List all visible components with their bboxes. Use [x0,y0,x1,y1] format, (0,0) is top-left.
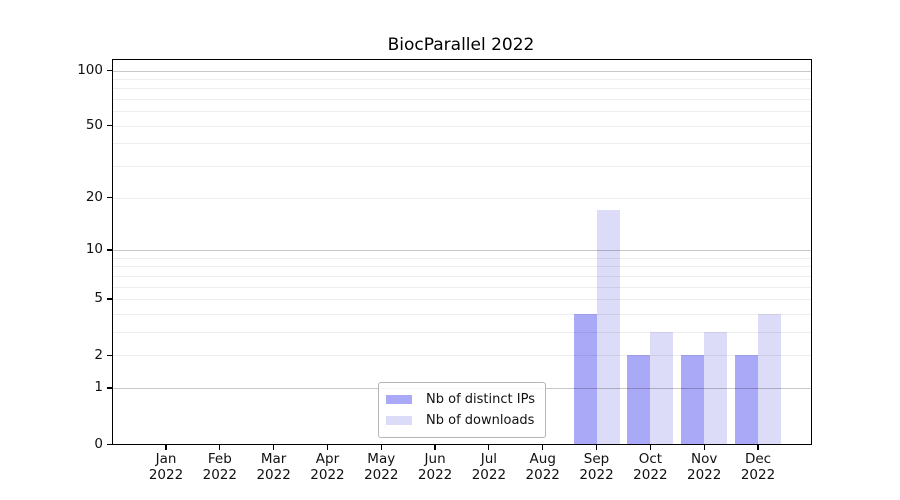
gridline-minor [113,99,811,101]
gridline-minor [113,166,811,168]
legend-item-distinct-ips: Nb of distinct IPs [386,389,535,410]
gridline-minor [113,143,811,145]
x-tick-label: Apr 2022 [310,451,345,483]
x-tick-label: Oct 2022 [633,451,668,483]
gridline-minor [113,298,811,300]
x-tick [488,445,490,450]
x-tick-label: Jan 2022 [148,451,184,483]
gridline-major [113,70,811,72]
plot-area: Nb of distinct IPs Nb of downloads 0 1 2 5 1… [77,59,812,483]
x-tick [757,445,759,450]
y-tick-label: 20 [85,189,103,206]
bar-downloads [650,331,674,444]
y-tick [107,443,112,445]
bar-downloads [596,210,620,444]
x-tick [165,445,167,450]
bar-downloads [704,331,728,444]
legend-item-downloads: Nb of downloads [386,410,535,431]
y-tick [107,197,112,199]
x-tick-label: Mar 2022 [256,451,291,483]
y-tick-label: 2 [94,346,103,363]
x-tick-label: Feb 2022 [202,451,237,483]
x-tick-label: Aug 2022 [525,451,560,483]
x-tick [649,445,651,450]
gridline-minor [113,313,811,315]
x-tick-label: Jun 2022 [417,451,453,483]
gridline-minor [113,331,811,333]
x-tick [595,445,598,450]
y-tick [107,70,112,72]
gridline-minor [113,286,811,288]
y-tick [107,125,112,127]
x-tick [542,445,544,450]
legend-swatch-downloads [386,416,413,425]
y-tick [107,354,112,356]
x-tick [326,445,329,450]
y-tick [107,387,112,389]
x-tick [219,445,221,450]
legend-label-downloads: Nb of downloads [426,413,535,428]
gridline-minor [113,88,811,90]
x-tick [434,445,436,450]
y-tick-label: 0 [94,435,103,452]
y-tick-label: 1 [94,379,103,396]
gridline-minor [113,197,811,199]
y-tick [107,249,112,251]
y-tick-label: 10 [85,241,103,258]
bar-distinct-ips [735,355,758,444]
bar-distinct-ips [627,355,651,444]
y-tick-label: 50 [85,117,103,134]
gridline-minor [113,78,811,80]
gridline-minor [113,111,811,113]
legend: Nb of distinct IPs Nb of downloads [378,382,546,438]
x-tick-label: Dec 2022 [740,451,776,483]
x-tick [273,445,275,450]
gridline-major [113,249,811,251]
bar-downloads [758,313,781,444]
gridline-minor [113,257,811,259]
x-tick [703,445,705,450]
legend-label-distinct-ips: Nb of distinct IPs [426,392,535,407]
x-tick-label: May 2022 [364,451,399,483]
x-tick [380,445,382,450]
gridline-minor [113,266,811,268]
y-tick-label: 100 [77,62,103,78]
bar-distinct-ips [681,355,705,444]
gridline-minor [113,355,811,357]
x-tick-label: Sep 2022 [579,451,614,483]
chart-title: BiocParallel 2022 [387,35,535,55]
bar-distinct-ips [573,313,597,444]
gridline-minor [113,125,811,127]
legend-swatch-distinct-ips [386,395,413,404]
y-tick-label: 5 [94,290,103,307]
x-tick-label: Nov 2022 [686,451,722,483]
x-tick-label: Jul 2022 [471,451,507,483]
gridline-minor [113,275,811,277]
y-tick [107,298,112,300]
